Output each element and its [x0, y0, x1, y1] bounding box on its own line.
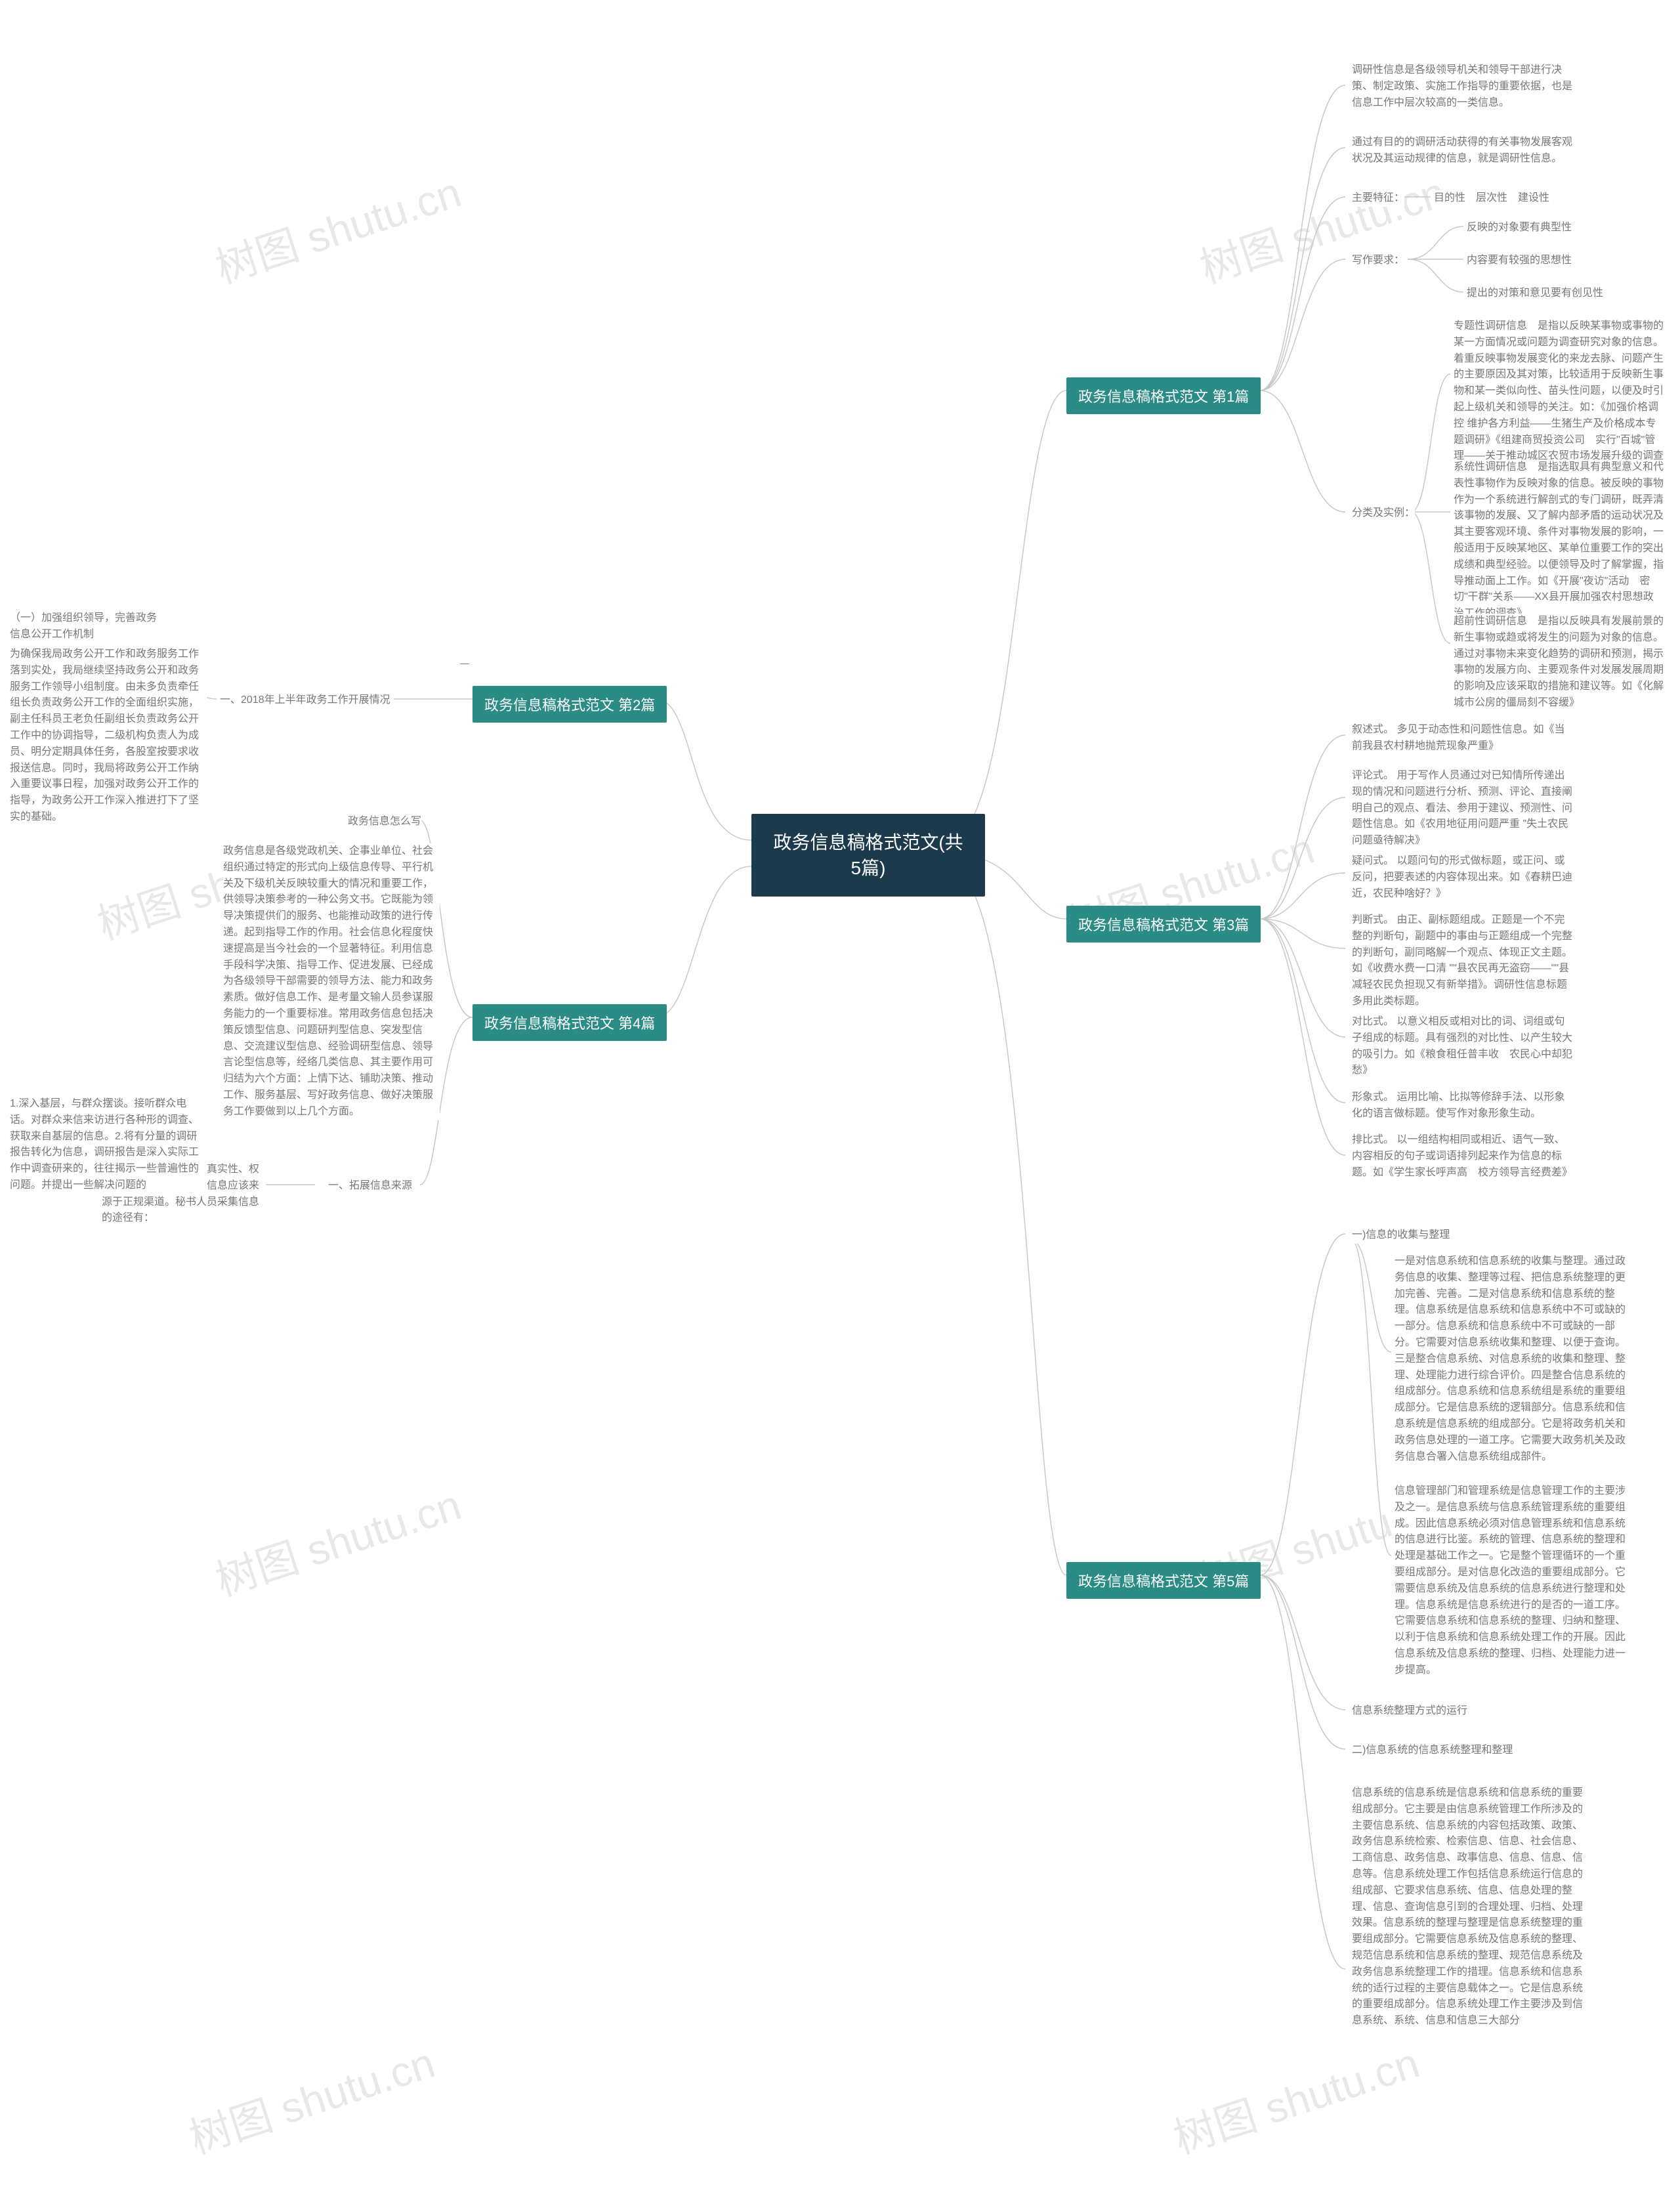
a1-features-label: 主要特征： [1352, 190, 1404, 207]
a4-body: 政务信息是各级党政机关、企事业单位、社会组织通过特定的形式向上级信息传导、平行机… [223, 843, 440, 1120]
a1-intro-2: 通过有目的的调研活动获得的有关事物发展客观状况及其运动规律的信息，就是调研性信息… [1352, 135, 1575, 167]
branch-article-1[interactable]: 政务信息稿格式范文 第1篇 [1066, 377, 1261, 414]
mindmap-canvas: 树图 shutu.cn 树图 shutu.cn 树图 shutu.cn 树图 s… [0, 0, 1680, 2200]
a3-style-4: 判断式。 由正、副标题组成。正题是一个不完整的判断句，副题中的事由与正题组成一个… [1352, 912, 1575, 1010]
watermark: 树图 shutu.cn [207, 159, 467, 295]
a1-class-1: 专题性调研信息 是指以反映某事物或事物的某一方面情况或问题为调查研究对象的信息。… [1454, 318, 1664, 481]
a3-style-6: 形象式。 运用比喻、比拟等修辞手法、以形象化的语言做标题。使写作对象形象生动。 [1352, 1089, 1575, 1122]
branch-article-5[interactable]: 政务信息稿格式范文 第5篇 [1066, 1562, 1261, 1599]
a1-write-req-label: 写作要求： [1352, 253, 1404, 269]
branch-article-4[interactable]: 政务信息稿格式范文 第4篇 [472, 1004, 667, 1041]
a3-style-5: 对比式。 以意义相反或相对比的词、词组或句子组成的标题。具有强烈的对比性、以产生… [1352, 1014, 1575, 1079]
a2-left-body: 为确保我局政务公开工作和政务服务工作落到实处，我局继续坚持政务公开和政务服务工作… [10, 646, 207, 826]
branch-article-3[interactable]: 政务信息稿格式范文 第3篇 [1066, 906, 1261, 942]
a1-write-req-3: 提出的对策和意见要有创见性 [1467, 286, 1603, 302]
a1-class-label: 分类及实例： [1352, 505, 1415, 522]
a1-class-2: 系统性调研信息 是指选取具有典型意义和代表性事物作为反映对象的信息。被反映的事物… [1454, 459, 1664, 622]
watermark: 树图 shutu.cn [180, 2029, 441, 2165]
watermark: 树图 shutu.cn [1165, 2029, 1425, 2165]
a3-style-1: 叙述式。 多见于动态性和问题性信息。如《当前我县农村耕地抛荒现象严重》 [1352, 722, 1575, 755]
branch-article-2[interactable]: 政务信息稿格式范文 第2篇 [472, 686, 667, 723]
a1-features: 目的性 层次性 建设性 [1434, 190, 1549, 207]
a2-sub-label: 一、2018年上半年政务工作开展情况 [220, 692, 390, 709]
a5-body-5: 信息系统的信息系统是信息系统和信息系统的重要组成部分。它主要是由信息系统管理工作… [1352, 1785, 1588, 2029]
a1-write-req-2: 内容要有较强的思想性 [1467, 253, 1572, 269]
a5-sec1-body-1: 一是对信息系统和信息系统的收集与整理。通过政务信息的收集、整理等过程、把信息系统… [1395, 1254, 1631, 1465]
a5-sec1-body-2: 信息管理部门和管理系统是信息管理工作的主要涉及之一。是信息系统与信息系统管理系统… [1395, 1483, 1631, 1679]
watermark: 树图 shutu.cn [1191, 159, 1452, 295]
a2-left-title: （一）加强组织领导，完善政务信息公开工作机制 [10, 610, 161, 643]
a5-sec3-title: 二)信息系统的信息系统整理和整理 [1352, 1743, 1513, 1759]
a3-style-2: 评论式。 用于写作人员通过对已知情所传递出现的情况和问题进行分析、预测、评论、直… [1352, 768, 1575, 849]
a3-style-3: 疑问式。 以题问句的形式做标题，或正问、或反问，把要表述的内容体现出来。如《春耕… [1352, 853, 1575, 902]
a3-style-7: 排比式。 以一组结构相同或相近、语气一致、内容相反的句子或词语排列起来作为信息的… [1352, 1132, 1575, 1181]
a1-intro-1: 调研性信息是各级领导机关和领导干部进行决策、制定政策、实施工作指导的重要依据，也… [1352, 62, 1575, 111]
a1-class-3: 超前性调研信息 是指以反映具有发展前景的新生事物或趋或将发生的问题为对象的信息。… [1454, 614, 1664, 711]
root-node[interactable]: 政务信息稿格式范文(共5篇) [751, 814, 985, 897]
a4-title: 政务信息怎么写 [348, 814, 421, 830]
a4-left-list: 1.深入基层，与群众摆谈。接听群众电话。对群众来信来访进行各种形的调查、获取来自… [10, 1096, 207, 1194]
a2-dash: — [394, 656, 469, 671]
a5-sec1-title: 一)信息的收集与整理 [1352, 1227, 1450, 1244]
a4-sub-label: 一、拓展信息来源 [328, 1178, 412, 1195]
watermark: 树图 shutu.cn [207, 1471, 467, 1607]
a1-write-req-1: 反映的对象要有典型性 [1467, 220, 1572, 236]
a5-sec2-title: 信息系统整理方式的运行 [1352, 1703, 1467, 1720]
